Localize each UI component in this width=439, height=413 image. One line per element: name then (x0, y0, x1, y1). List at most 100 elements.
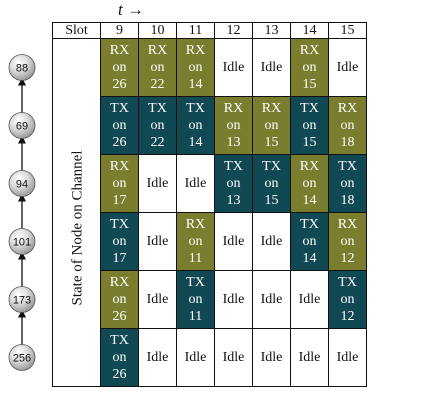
state-cell-text: 15 (302, 135, 317, 150)
state-cell-text: on (112, 292, 127, 307)
state-cell-text: 18 (340, 193, 355, 208)
state-cell-text: 12 (340, 251, 355, 266)
state-cell-text: Idle (298, 292, 321, 307)
state-cell-idle: Idle (252, 212, 291, 271)
state-cell-idle: Idle (252, 270, 291, 329)
state-cell-idle: Idle (214, 38, 253, 97)
node-173: 173 (8, 286, 36, 313)
state-cell-rx: RX on 13 (214, 96, 253, 155)
state-cell-tx: TX on 15 (252, 154, 291, 213)
state-cell-text: 11 (188, 251, 203, 266)
state-cell-tx: TX on 17 (100, 212, 139, 271)
slot-header-14: 14 (290, 22, 329, 39)
node-label: 94 (16, 179, 28, 191)
node-label: 88 (16, 63, 28, 75)
state-cell-tx: TX on 11 (176, 270, 215, 329)
state-cell-rx: RX on 15 (290, 38, 329, 97)
state-cell-idle: Idle (328, 38, 367, 97)
node-69: 69 (8, 112, 36, 139)
state-cell-tx: TX on 14 (290, 212, 329, 271)
state-cell-text: Idle (260, 292, 283, 307)
state-cell-text: RX (299, 43, 320, 58)
slot-header-12: 12 (214, 22, 253, 39)
state-cell-text: Idle (146, 176, 169, 191)
state-cell-text: RX (109, 275, 130, 290)
state-cell-tx: TX on 14 (176, 96, 215, 155)
state-cell-text: Idle (146, 292, 169, 307)
state-cell-idle: Idle (252, 38, 291, 97)
state-cell-text: on (150, 60, 165, 75)
state-cell-tx: TX on 13 (214, 154, 253, 213)
state-cell-text: Idle (222, 60, 245, 75)
state-cell-idle: Idle (290, 328, 329, 387)
state-cell-text: TX (338, 159, 357, 174)
state-cell-rx: RX on 14 (290, 154, 329, 213)
state-cell-text: 14 (302, 251, 317, 266)
state-cell-tx: TX on 12 (328, 270, 367, 329)
state-cell-text: 14 (188, 77, 203, 92)
state-cell-text: RX (109, 43, 130, 58)
state-cell-text: TX (110, 333, 129, 348)
state-cell-idle: Idle (138, 270, 177, 329)
state-cell-text: on (112, 118, 127, 133)
slot-header-13: 13 (252, 22, 291, 39)
state-cell-text: 26 (112, 309, 127, 324)
state-cell-text: Idle (260, 60, 283, 75)
state-cell-text: 26 (112, 77, 127, 92)
state-cell-text: TX (338, 275, 357, 290)
state-cell-text: on (188, 234, 203, 249)
node-circle (8, 286, 36, 313)
node-row-256: TX on 26 Idle Idle Idle Idle Idle Idle (53, 328, 367, 387)
node-circle (8, 170, 36, 197)
state-cell-tx: TX on 22 (138, 96, 177, 155)
state-cell-rx: RX on 15 (252, 96, 291, 155)
state-cell-text: TX (224, 159, 243, 174)
state-cell-text: 22 (150, 77, 165, 92)
state-cell-text: 13 (226, 193, 241, 208)
state-cell-idle: Idle (252, 328, 291, 387)
node-row-173: RX on 26 Idle TX on 11 Idle Idle Idle TX on 12 (53, 270, 367, 329)
state-cell-idle: Idle (214, 328, 253, 387)
state-cell-text: Idle (146, 234, 169, 249)
state-cell-text: on (340, 176, 355, 191)
state-cell-rx: RX on 22 (138, 38, 177, 97)
node-chain: 88 69 94 101 173 256 (8, 54, 36, 371)
state-cell-idle: Idle (138, 328, 177, 387)
state-cell-text: Idle (298, 350, 321, 365)
state-cell-tx: TX on 26 (100, 328, 139, 387)
state-cell-text: Idle (222, 234, 245, 249)
state-cell-text: Idle (222, 350, 245, 365)
state-cell-text: on (112, 350, 127, 365)
node-label: 173 (13, 295, 31, 307)
state-cell-text: on (340, 234, 355, 249)
state-cell-text: TX (186, 101, 205, 116)
state-cell-text: RX (337, 101, 358, 116)
state-cell-text: RX (185, 217, 206, 232)
state-cell-text: on (302, 118, 317, 133)
state-cell-text: Idle (336, 60, 359, 75)
state-cell-tx: TX on 15 (290, 96, 329, 155)
state-cell-rx: RX on 12 (328, 212, 367, 271)
state-cell-text: Idle (336, 350, 359, 365)
state-cell-text: on (188, 292, 203, 307)
state-cell-text: 14 (302, 193, 317, 208)
schedule-table: Slot 9 10 11 12 13 14 15 RX on 26 RX on 22 RX on 14 Idl… (52, 22, 367, 387)
state-cell-text: on (340, 292, 355, 307)
state-cell-text: RX (299, 159, 320, 174)
slot-header-9: 9 (100, 22, 139, 39)
state-cell-text: Idle (146, 350, 169, 365)
state-cell-text: 15 (264, 193, 279, 208)
state-cell-text: TX (110, 217, 129, 232)
state-cell-text: on (226, 118, 241, 133)
state-cell-text: Idle (260, 234, 283, 249)
state-cell-text: on (264, 176, 279, 191)
node-label: 256 (13, 353, 31, 365)
state-cell-text: 26 (112, 367, 127, 382)
state-cell-rx: RX on 26 (100, 270, 139, 329)
state-cell-text: 15 (302, 77, 317, 92)
state-cell-text: Idle (184, 350, 207, 365)
node-label: 101 (13, 237, 31, 249)
state-cell-idle: Idle (176, 154, 215, 213)
state-cell-text: on (150, 118, 165, 133)
node-row-69: TX on 26 TX on 22 TX on 14 RX on 13 RX on 15 TX on 15 RX on… (53, 96, 367, 155)
